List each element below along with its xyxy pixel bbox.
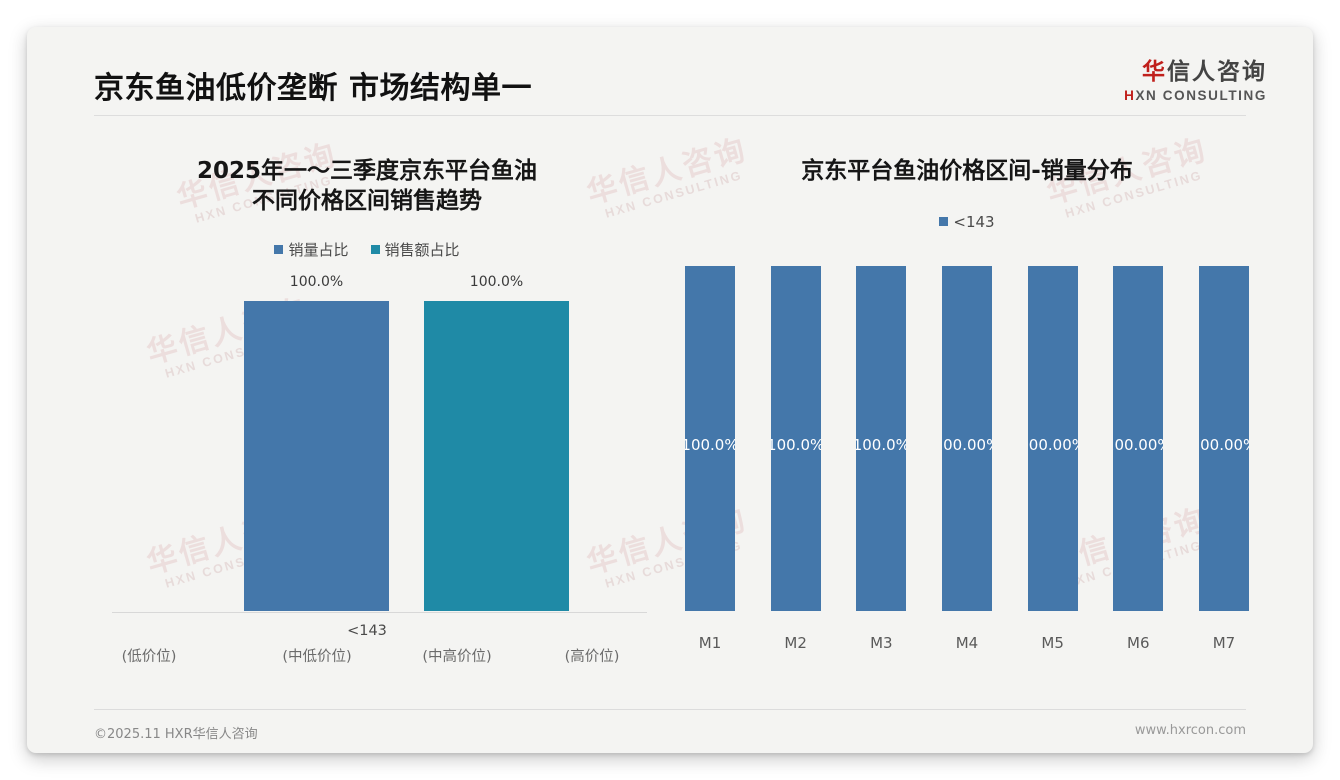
- chart-panel-price-distribution: 京东平台鱼油价格区间-销量分布 <143 100.0% 1: [667, 119, 1267, 709]
- x-tick-labels-right: M1 M2 M3 M4 M5 M6 M7: [685, 634, 1249, 652]
- x-tick-label: (中低价位): [282, 649, 352, 665]
- x-tick-label: M1: [698, 634, 722, 652]
- bar-m5[interactable]: 100.00%: [1027, 266, 1078, 611]
- chart-legend-right: <143: [667, 213, 1267, 231]
- x-tick-label: M2: [784, 634, 807, 652]
- bar-m1[interactable]: 100.0%: [685, 266, 735, 611]
- title-divider: [94, 115, 1246, 116]
- bar-value-label: 100.00%: [1028, 436, 1078, 454]
- logo-cn-rest: 信人咨询: [1167, 59, 1267, 85]
- legend-swatch-volume-share: [274, 244, 284, 254]
- bar-m3[interactable]: 100.0%: [856, 266, 907, 611]
- legend-label-price-range: <143: [953, 212, 995, 231]
- x-tick-label: M4: [955, 634, 979, 652]
- chart-title-right: 京东平台鱼油价格区间-销量分布: [801, 158, 1133, 184]
- chart-legend-left: 销量占比 销售额占比: [67, 239, 667, 260]
- bar-m7[interactable]: 100.00%: [1198, 266, 1249, 611]
- bar-slot: 100.0%: [770, 266, 821, 611]
- bar-slot: 100.0%: [685, 266, 735, 611]
- bar-value-label: 100.0%: [469, 274, 524, 290]
- x-tick-label: (低价位): [121, 649, 177, 665]
- legend-item-volume-share[interactable]: 销量占比: [274, 239, 349, 260]
- slide-header: 京东鱼油低价垄断 市场结构单一 华信人咨询 HXN CONSULTING: [27, 27, 1313, 119]
- plot-area-right: 100.0% 100.0% 100.0%: [667, 229, 1267, 674]
- slide-footer: ©2025.11 HXR华信人咨询 www.hxrcon.com: [27, 709, 1313, 753]
- x-tick-label: M5: [1041, 634, 1064, 652]
- footer-website[interactable]: www.hxrcon.com: [1134, 723, 1246, 738]
- logo-cn-red-char: 华: [1142, 59, 1167, 85]
- logo-english-name: HXN CONSULTING: [1124, 88, 1267, 103]
- footer-divider: [94, 709, 1246, 710]
- x-tick-label: (高价位): [564, 649, 620, 665]
- bar-slot: 100.0%: [856, 266, 907, 611]
- bar-slot: 100.00%: [1198, 266, 1249, 611]
- bar-value-label: 100.0%: [685, 436, 735, 454]
- bar-m2[interactable]: 100.0%: [770, 266, 821, 611]
- price-range-label: <143: [347, 623, 387, 639]
- legend-item-price-range[interactable]: <143: [939, 212, 995, 231]
- bar-value-label: 100.00%: [1199, 436, 1249, 454]
- x-tick-label: M7: [1212, 634, 1236, 652]
- bar-value-label: 100.0%: [289, 274, 344, 290]
- logo-en-rest: XN CONSULTING: [1135, 88, 1267, 104]
- chart-panel-sales-trend: 2025年一～三季度京东平台鱼油 不同价格区间销售趋势 销量占比 销售额占比 1…: [67, 119, 667, 709]
- bar-slot: 100.00%: [1113, 266, 1164, 611]
- legend-item-revenue-share[interactable]: 销售额占比: [370, 239, 460, 260]
- legend-label-volume-share: 销量占比: [288, 240, 349, 259]
- legend-swatch-revenue-share: [370, 244, 380, 254]
- brand-logo: 华信人咨询 HXN CONSULTING: [1124, 59, 1267, 103]
- logo-en-red-char: H: [1124, 88, 1136, 104]
- footer-copyright: ©2025.11 HXR华信人咨询: [94, 727, 258, 742]
- bar-m6[interactable]: 100.00%: [1113, 266, 1164, 611]
- charts-container: 2025年一～三季度京东平台鱼油 不同价格区间销售趋势 销量占比 销售额占比 1…: [27, 119, 1313, 709]
- bar-slot: 100.00%: [941, 266, 992, 611]
- legend-label-revenue-share: 销售额占比: [384, 240, 460, 259]
- slide: 华信人咨询 HXN CONSULTING 华信人咨询 HXN CONSULTIN…: [27, 27, 1313, 753]
- x-tick-label: M6: [1127, 634, 1150, 652]
- bar-value-label: 100.00%: [1113, 436, 1163, 454]
- bar-group-left: 100.0% 100.0%: [67, 274, 667, 611]
- bar-value-label: 100.0%: [770, 436, 821, 454]
- plot-area-left: 100.0% 100.0% <143 (低价位) (中低价位) (中高价位) (…: [67, 249, 667, 674]
- logo-chinese-name: 华信人咨询: [1124, 59, 1267, 85]
- bar-group-right: 100.0% 100.0% 100.0%: [685, 266, 1249, 611]
- page-title: 京东鱼油低价垄断 市场结构单一: [94, 71, 532, 106]
- x-tick-labels-left: <143 (低价位) (中低价位) (中高价位) (高价位): [67, 611, 667, 666]
- bar-volume-share[interactable]: 100.0%: [244, 274, 389, 611]
- chart-title-left: 2025年一～三季度京东平台鱼油 不同价格区间销售趋势: [196, 158, 537, 214]
- x-tick-label: M3: [870, 634, 893, 652]
- bar-revenue-share[interactable]: 100.0%: [424, 274, 569, 611]
- bar-value-label: 100.0%: [856, 436, 906, 454]
- bar-value-label: 100.00%: [942, 436, 992, 454]
- bar-slot: 100.00%: [1027, 266, 1078, 611]
- bar-m4[interactable]: 100.00%: [941, 266, 992, 611]
- x-tick-label: (中高价位): [422, 649, 492, 665]
- axis-line: [112, 612, 647, 613]
- legend-swatch-price-range: [939, 217, 949, 227]
